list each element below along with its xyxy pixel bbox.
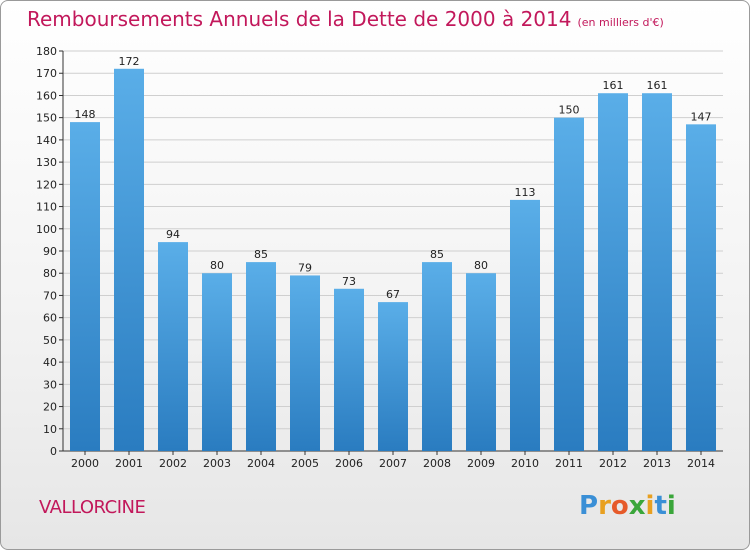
x-tick-label-2005: 2005: [291, 457, 319, 470]
data-label-2012: 161: [603, 79, 624, 92]
x-tick-label-2006: 2006: [335, 457, 363, 470]
logo-letter: r: [598, 491, 611, 521]
bar-2006: [334, 288, 364, 451]
bar-2000: [70, 122, 100, 451]
data-label-2002: 94: [166, 228, 180, 241]
x-tick-label-2013: 2013: [643, 457, 671, 470]
axes: 0 10 20 30 40 50 60 70 80 90 100 110 120 130 140 150 160…: [36, 45, 723, 470]
bar-2007: [378, 302, 408, 451]
bar-2013: [642, 93, 672, 451]
y-tick-label: 30: [43, 378, 57, 391]
x-tick-label-2010: 2010: [511, 457, 539, 470]
y-tick-label: 90: [43, 245, 57, 258]
bar-2003: [202, 273, 232, 451]
bar-2001: [114, 68, 144, 452]
y-tick-label: 140: [36, 134, 57, 147]
logo-letter: i: [666, 491, 676, 521]
bars: [70, 68, 716, 452]
y-tick-label: 50: [43, 334, 57, 347]
y-tick-label: 150: [36, 112, 57, 125]
data-label-2009: 80: [474, 259, 488, 272]
bar-2010: [510, 199, 540, 451]
x-tick-label-2011: 2011: [555, 457, 583, 470]
bar-2005: [290, 275, 320, 451]
data-label-2014: 147: [691, 110, 712, 123]
bar-2012: [598, 93, 628, 451]
y-tick-label: 10: [43, 423, 57, 436]
commune-name: VALLORCINE: [39, 497, 146, 518]
data-label-2001: 172: [119, 55, 140, 68]
data-label-2004: 85: [254, 248, 268, 261]
x-tick-label-2000: 2000: [71, 457, 99, 470]
bar-2002: [158, 242, 188, 451]
x-tick-label-2009: 2009: [467, 457, 495, 470]
data-label-2010: 113: [515, 186, 536, 199]
y-tick-label: 80: [43, 267, 57, 280]
y-tick-label: 100: [36, 223, 57, 236]
proxiti-logo: Proxiti: [579, 491, 676, 521]
y-tick-label: 180: [36, 45, 57, 58]
data-label-2006: 73: [342, 275, 356, 288]
data-label-2013: 161: [647, 79, 668, 92]
data-label-2011: 150: [559, 104, 580, 117]
y-tick-label: 70: [43, 289, 57, 302]
bar-2014: [686, 124, 716, 451]
data-labels: 148 172 94 80 85 79 73 67 85 80 113 150 161 161 147: [75, 55, 712, 301]
chart-title: Remboursements Annuels de la Dette de 20…: [27, 7, 664, 31]
y-tick-label: 130: [36, 156, 57, 169]
y-tick-label: 20: [43, 401, 57, 414]
bar-2011: [554, 117, 584, 452]
logo-letter: t: [654, 491, 667, 521]
logo-letter: P: [579, 491, 599, 521]
y-tick-label: 160: [36, 89, 57, 102]
x-tick-label-2007: 2007: [379, 457, 407, 470]
y-tick-label: 110: [36, 201, 57, 214]
x-tick-label-2014: 2014: [687, 457, 715, 470]
x-tick-label-2012: 2012: [599, 457, 627, 470]
y-tick-label: 120: [36, 178, 57, 191]
chart-title-text: Remboursements Annuels de la Dette de 20…: [27, 7, 572, 31]
y-tick-label: 60: [43, 312, 57, 325]
logo-letter: i: [645, 491, 655, 521]
x-tick-label-2008: 2008: [423, 457, 451, 470]
data-label-2000: 148: [75, 108, 96, 121]
x-tick-label-2002: 2002: [159, 457, 187, 470]
data-label-2005: 79: [298, 261, 312, 274]
data-label-2003: 80: [210, 259, 224, 272]
y-tick-label: 170: [36, 67, 57, 80]
x-tick-label-2004: 2004: [247, 457, 275, 470]
y-tick-label: 0: [50, 445, 57, 458]
bar-2009: [466, 273, 496, 451]
bar-2008: [422, 262, 452, 451]
bar-2004: [246, 262, 276, 451]
y-tick-label: 40: [43, 356, 57, 369]
chart-unit-note: (en milliers d'€): [577, 16, 664, 29]
logo-letter: o: [610, 491, 629, 521]
data-label-2007: 67: [386, 288, 400, 301]
x-tick-label-2003: 2003: [203, 457, 231, 470]
data-label-2008: 85: [430, 248, 444, 261]
logo-letter: x: [628, 491, 646, 521]
x-tick-label-2001: 2001: [115, 457, 143, 470]
